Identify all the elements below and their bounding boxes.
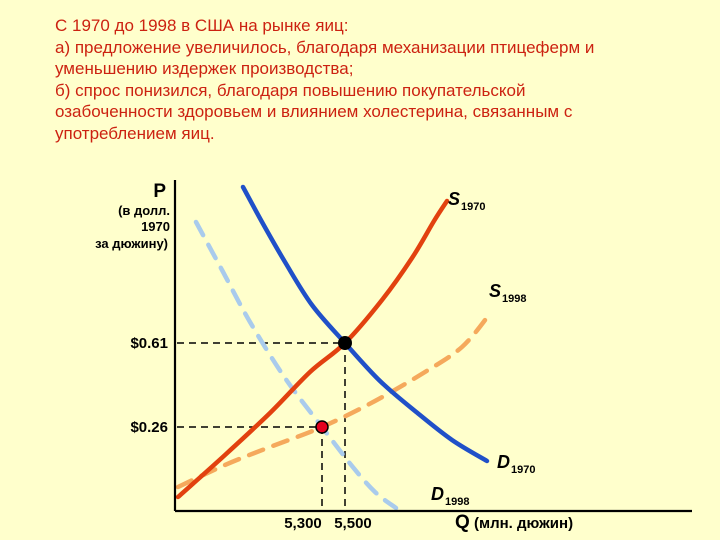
headline-line-5: озабоченности здоровьем и влиянием холес… [55, 102, 573, 122]
x-axis-unit: (млн. дюжин) [474, 515, 573, 532]
quantity-label-1998: 5,300 [284, 515, 322, 532]
headline-line-2: а) предложение увеличилось, благодаря ме… [55, 37, 595, 57]
curve-label-s1970: S [448, 189, 460, 209]
curve-label-d1998-sub: 1998 [445, 496, 469, 508]
headline-line-3: уменьшению издержек производства; [55, 59, 354, 79]
headline-line-4: б) спрос понизился, благодаря повышению … [55, 80, 526, 100]
headline-line-1: С 1970 до 1998 в США на рынке яиц: [55, 16, 349, 35]
y-axis-unit-line-3: за дюжину) [95, 236, 168, 251]
y-axis-unit-line-1: (в долл. [118, 203, 170, 218]
y-axis-unit-line-2: 1970 [141, 219, 170, 234]
equilibrium-dot-1998 [315, 420, 329, 434]
curve-label-s1970-sub: 1970 [461, 201, 485, 213]
y-axis-letter: P [153, 181, 166, 202]
quantity-label-1970: 5,500 [334, 515, 372, 532]
curve-s1970 [175, 198, 450, 500]
curve-label-d1970-sub: 1970 [511, 464, 535, 476]
curve-s1998 [175, 312, 492, 490]
equilibrium-dot-1970 [338, 336, 352, 350]
curve-label-d1970: D [497, 452, 510, 472]
curve-label-s1998-sub: 1998 [502, 293, 526, 305]
curve-d1998 [193, 219, 399, 511]
price-label-1970: $0.61 [130, 335, 168, 352]
price-label-1998: $0.26 [130, 419, 168, 436]
headline-line-6: употреблением яиц. [55, 123, 215, 143]
curve-label-d1998: D [431, 484, 444, 504]
curve-label-s1998: S [489, 281, 501, 301]
headline: С 1970 до 1998 в США на рынке яиц: а) пр… [55, 15, 683, 145]
x-axis-letter: Q [455, 512, 470, 533]
